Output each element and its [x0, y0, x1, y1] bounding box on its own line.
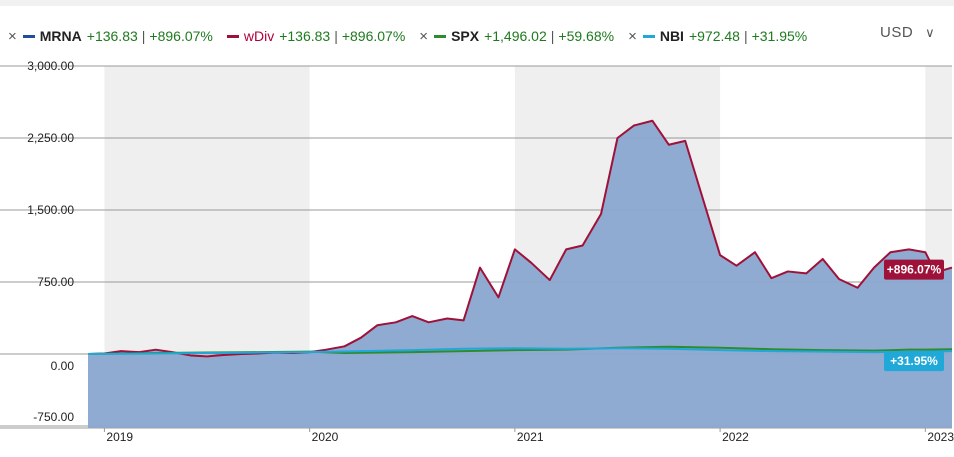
nbi-swatch: [642, 34, 655, 38]
end-label-badge: [884, 351, 944, 372]
x-tick-label: 2022: [722, 430, 749, 444]
legend-pct: +59.68%: [558, 28, 615, 44]
wdiv-swatch: [226, 34, 239, 38]
legend-change: +136.83: [279, 28, 331, 44]
legend-symbol: NBI: [659, 28, 684, 44]
chevron-down-icon: ∨: [925, 24, 936, 40]
currency-label: USD: [880, 24, 914, 41]
legend-symbol: MRNA: [39, 28, 82, 44]
legend-item-mrna: × MRNA +136.83 | +896.07%: [8, 28, 213, 45]
legend-separator: |: [743, 28, 748, 44]
x-tick-label: 2021: [517, 430, 544, 444]
series-lines: [87, 119, 953, 358]
legend-change: +136.83: [86, 28, 138, 44]
remove-mrna-icon[interactable]: ×: [8, 27, 17, 45]
chart-legend: × MRNA +136.83 | +896.07% wDiv +136.83 |…: [8, 26, 821, 46]
x-tick-label: 2023: [927, 430, 954, 444]
legend-symbol: wDiv: [243, 28, 275, 44]
legend-item-nbi: × NBI +972.48 | +31.95%: [628, 28, 807, 45]
legend-separator: |: [141, 28, 146, 44]
series-line: [87, 119, 953, 358]
end-label-text: +896.07%: [887, 263, 942, 277]
y-tick-label: 1,500.00: [27, 203, 74, 217]
y-axis-ticks: 3,000.00 2,250.00 1,500.00 750.00 0.00 -750.0…: [27, 59, 74, 424]
currency-select[interactable]: USD ∨: [880, 24, 935, 41]
end-labels: +896.07% +31.95%: [884, 259, 944, 372]
series-line: [87, 347, 953, 355]
legend-separator: |: [550, 28, 555, 44]
y-tick-label: 0.00: [51, 359, 75, 373]
legend-pct: +896.07%: [149, 28, 213, 44]
y-tick-label: 2,250.00: [27, 131, 74, 145]
end-label-text: +31.95%: [890, 354, 938, 368]
end-label-badge: [884, 259, 944, 280]
legend-item-spx: × SPX +1,496.02 | +59.68%: [419, 28, 614, 45]
legend-change: +972.48: [688, 28, 740, 44]
legend-change: +1,496.02: [484, 28, 547, 44]
remove-spx-icon[interactable]: ×: [419, 27, 429, 45]
x-tick-label: 2020: [312, 430, 339, 444]
y-tick-label: 750.00: [37, 275, 74, 289]
legend-item-wdiv: wDiv +136.83 | +896.07%: [226, 28, 406, 44]
legend-pct: +896.07%: [341, 28, 406, 44]
legend-symbol: SPX: [451, 28, 480, 44]
legend-pct: +31.95%: [751, 28, 808, 44]
top-divider: [0, 0, 954, 6]
remove-nbi-icon[interactable]: ×: [628, 27, 637, 45]
x-axis-ticks: 2019 2020 2021 2022 2023: [103, 428, 954, 444]
y-tick-label: -750.00: [33, 410, 74, 424]
x-tick-label: 2019: [106, 430, 133, 444]
legend-separator: |: [334, 28, 338, 44]
y-tick-label: 3,000.00: [27, 59, 74, 73]
mrna-swatch: [22, 34, 35, 38]
spx-swatch: [434, 34, 447, 38]
